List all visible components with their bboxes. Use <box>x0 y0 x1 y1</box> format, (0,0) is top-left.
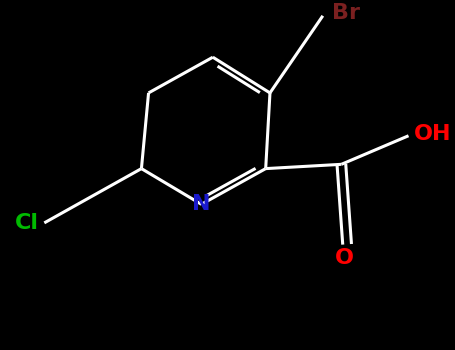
Text: OH: OH <box>415 124 452 144</box>
Text: Cl: Cl <box>15 213 39 233</box>
Text: Br: Br <box>332 3 359 23</box>
Text: O: O <box>335 248 354 268</box>
Text: N: N <box>192 194 211 214</box>
